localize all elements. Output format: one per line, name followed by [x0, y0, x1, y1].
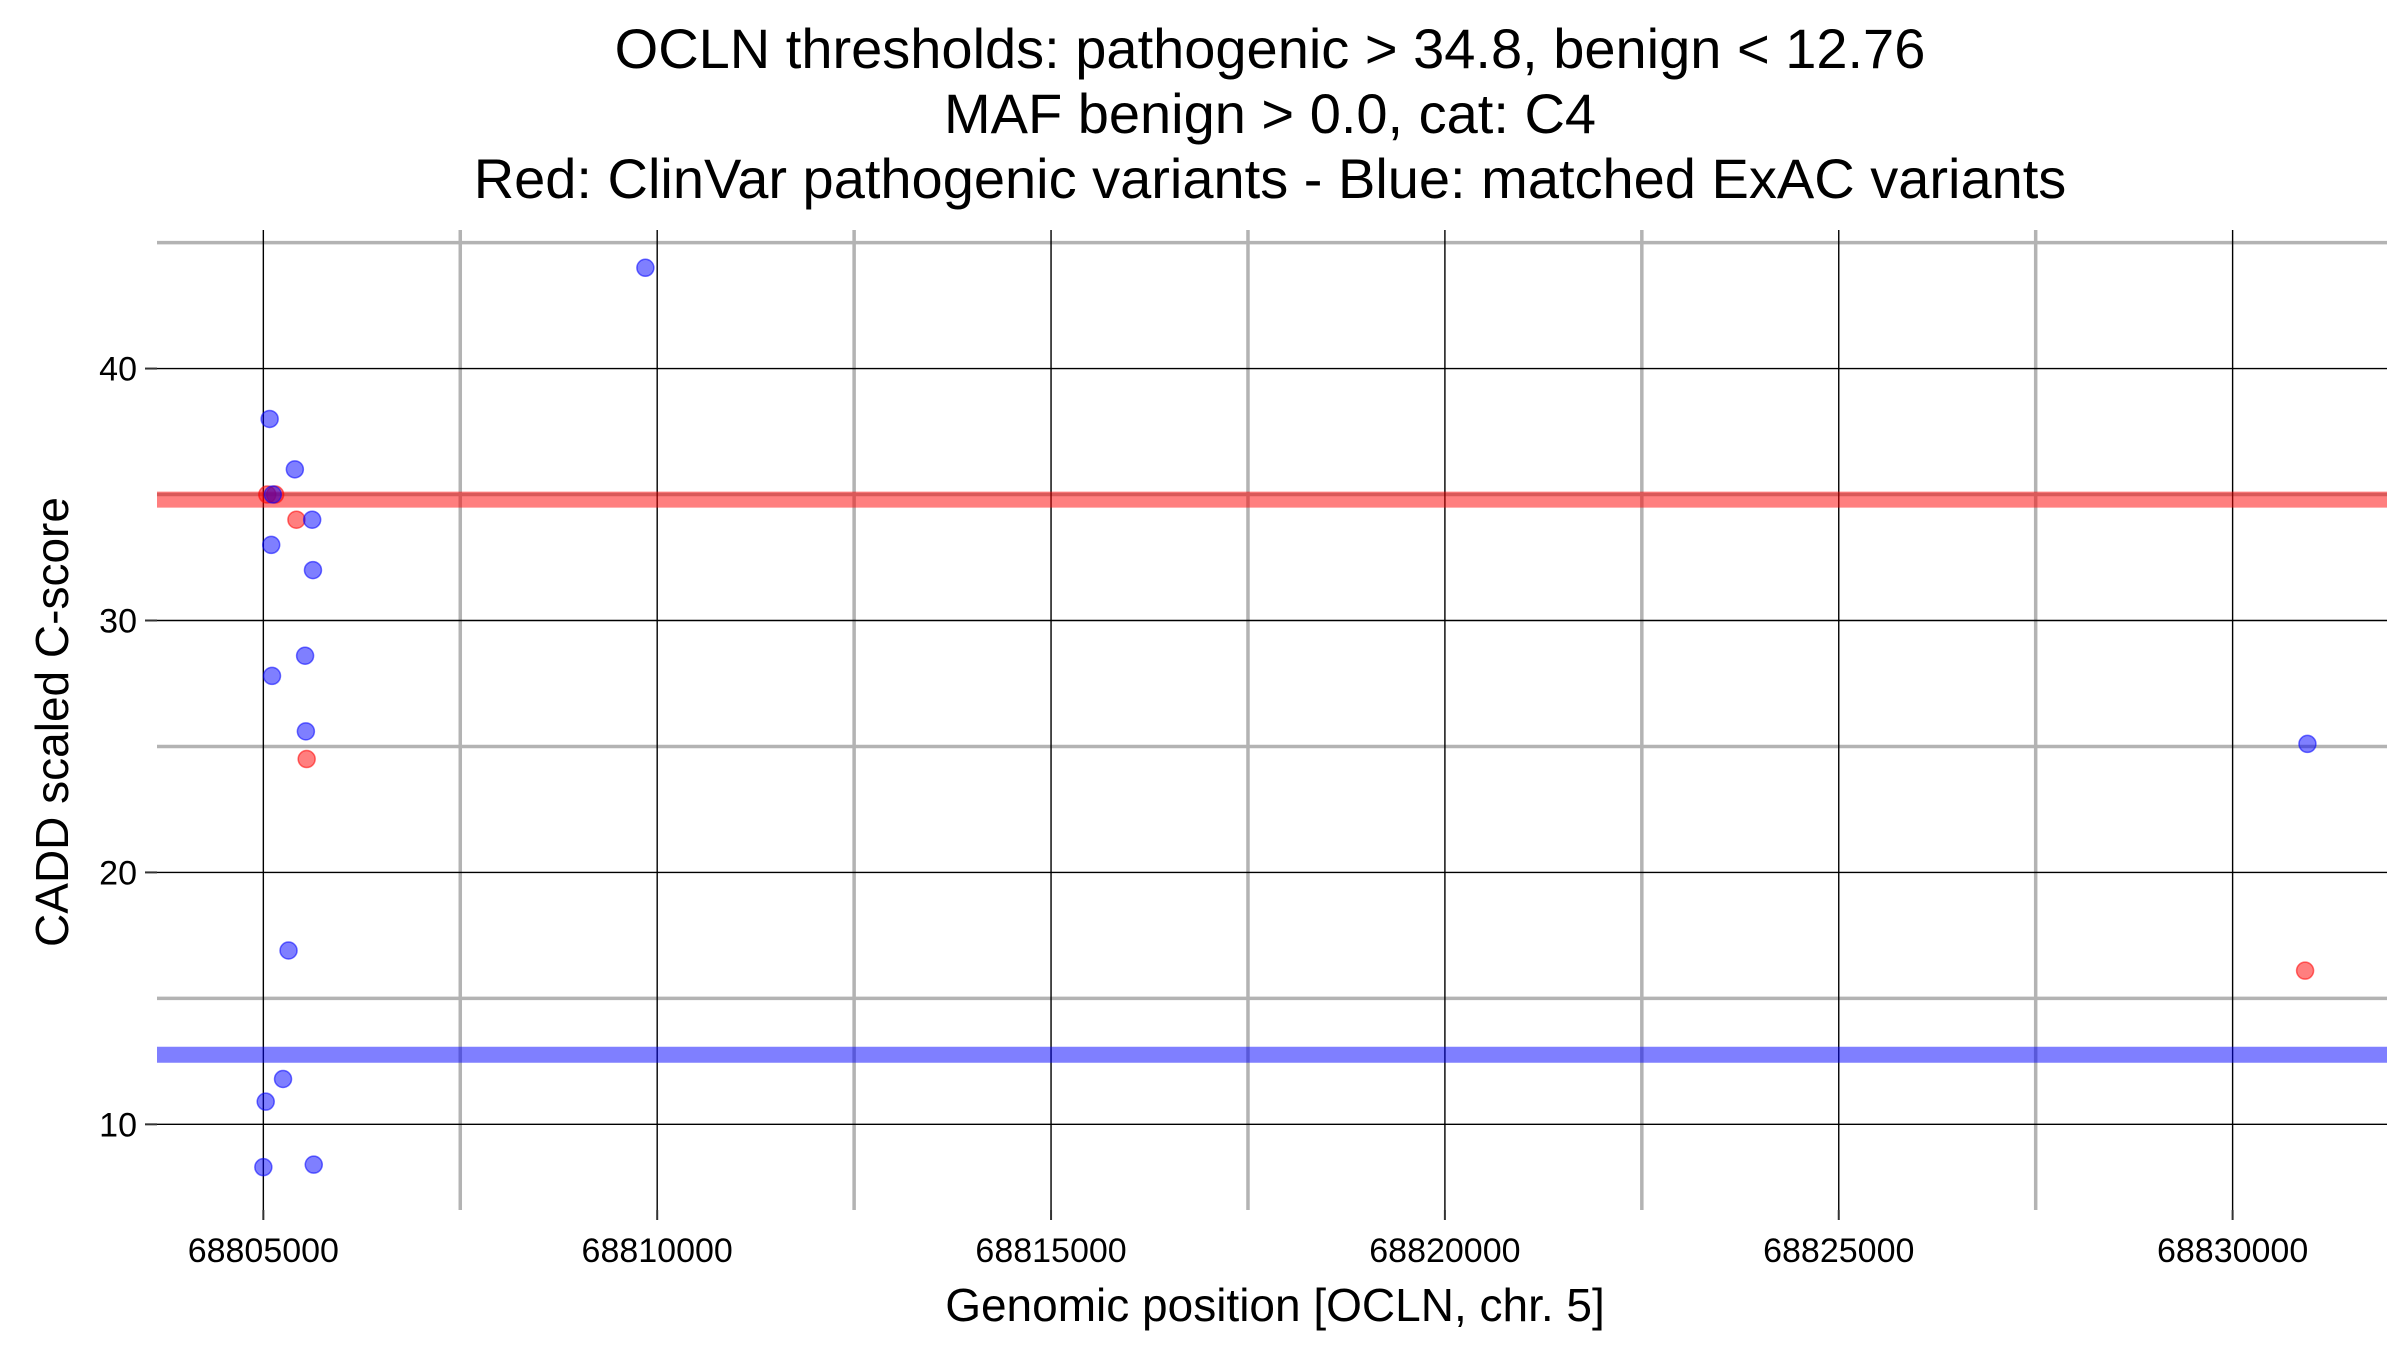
series-1-point-11: [302, 510, 322, 529]
y-tick-label-0: 10: [99, 1106, 137, 1144]
y-axis: 10 20 30 40: [99, 351, 157, 1144]
x-tick-label-1: 68810000: [582, 1232, 733, 1270]
series-1-point-14: [636, 258, 655, 278]
series-1-point-3: [261, 535, 281, 555]
y-tick-label-1: 20: [99, 854, 137, 892]
series-1-point-2: [260, 409, 279, 429]
major-grid: [157, 230, 2387, 1210]
series-1-point-10: [296, 722, 316, 741]
y-tick-label-3: 40: [99, 351, 137, 389]
data-points: [254, 258, 2317, 1177]
x-axis-label: Genomic position [OCLN, chr. 5]: [945, 1279, 1605, 1331]
series-1-point-4: [262, 666, 282, 686]
y-axis-label: CADD scaled C-score: [26, 497, 78, 947]
series-1-point-0: [254, 1157, 273, 1177]
x-axis: 68805000 68810000 68815000 68820000 68825000…: [188, 1210, 2308, 1270]
minor-grid: [157, 230, 2387, 1210]
series-1-point-1: [256, 1092, 275, 1111]
series-1-point-15: [2298, 734, 2317, 754]
title-line-2: MAF benign > 0.0, cat: C4: [944, 82, 1596, 145]
series-1-point-6: [273, 1069, 293, 1089]
x-tick-label-3: 68820000: [1369, 1232, 1520, 1270]
series-1-point-8: [285, 460, 305, 479]
series-0-point-3: [297, 749, 316, 769]
threshold-lines: [157, 491, 2387, 1063]
series-1-point-12: [303, 560, 323, 580]
series-1-point-13: [304, 1155, 324, 1174]
title-line-3: Red: ClinVar pathogenic variants - Blue:…: [474, 147, 2067, 210]
x-tick-label-0: 68805000: [188, 1232, 339, 1270]
y-tick-label-2: 30: [99, 602, 137, 640]
series-0-point-4: [2295, 961, 2315, 980]
series-1-point-5: [263, 485, 283, 504]
series-1-point-7: [279, 941, 298, 960]
series-0-point-2: [287, 510, 306, 529]
x-tick-label-4: 68825000: [1763, 1232, 1914, 1270]
chart-title: OCLN thresholds: pathogenic > 34.8, beni…: [474, 17, 2067, 210]
title-line-1: OCLN thresholds: pathogenic > 34.8, beni…: [615, 17, 1926, 80]
x-tick-label-2: 68815000: [975, 1232, 1126, 1270]
x-tick-label-5: 68830000: [2157, 1232, 2308, 1270]
series-1-point-9: [295, 646, 315, 666]
